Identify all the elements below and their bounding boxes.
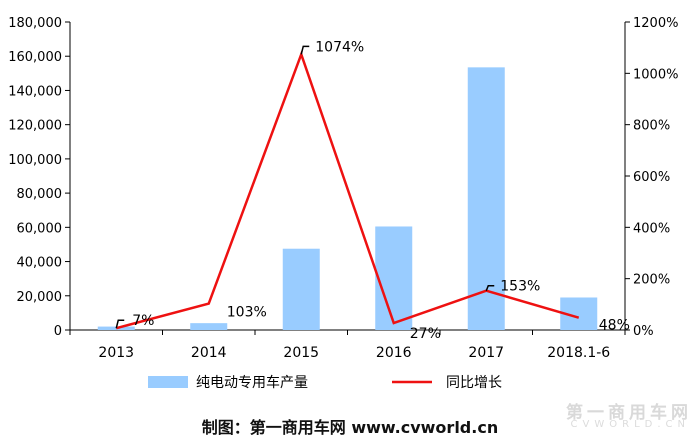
growth-line [115, 50, 580, 330]
category-label: 2015 [283, 345, 319, 361]
right-tick-label: 1200% [633, 16, 678, 31]
data-label: 27% [410, 326, 441, 342]
left-tick-label: 80,000 [17, 187, 63, 202]
data-label: 7% [132, 313, 154, 329]
data-label: 103% [227, 305, 267, 321]
bar [467, 67, 505, 330]
left-tick-label: 60,000 [17, 221, 63, 236]
data-label: 1074% [315, 39, 364, 55]
data-label: 48% [599, 318, 630, 334]
bar [282, 248, 320, 330]
left-tick-label: 100,000 [8, 153, 62, 168]
legend-bar-swatch [148, 376, 188, 388]
watermark-logo: 第一商用车网 [566, 403, 692, 423]
left-tick-label: 20,000 [17, 290, 63, 305]
data-label-callout [300, 45, 310, 55]
left-tick-label: 120,000 [8, 119, 62, 134]
left-tick-label: 0 [54, 324, 62, 339]
right-tick-label: 200% [633, 273, 670, 288]
category-label: 2017 [468, 345, 504, 361]
data-label-callout [485, 284, 495, 292]
left-tick-label: 40,000 [17, 256, 63, 271]
legend-line-label: 同比增长 [446, 375, 502, 391]
bar [375, 226, 413, 330]
right-tick-label: 600% [633, 170, 670, 185]
bar [97, 326, 135, 330]
data-label: 153% [500, 279, 540, 295]
right-tick-label: 0% [633, 324, 654, 339]
source-caption: 制图：第一商用车网 www.cvworld.cn [201, 418, 499, 437]
watermark-url: CVWORLD.CN [570, 419, 690, 430]
legend-bar-label: 纯电动专用车产量 [196, 374, 308, 391]
left-tick-label: 160,000 [8, 50, 62, 65]
category-label: 2018.1-6 [547, 345, 610, 361]
bar [190, 323, 228, 330]
left-tick-label: 140,000 [8, 84, 62, 99]
right-tick-label: 800% [633, 119, 670, 134]
category-label: 2016 [376, 345, 412, 361]
left-tick-label: 180,000 [8, 16, 62, 31]
category-label: 2014 [191, 345, 227, 361]
category-label: 2013 [98, 345, 134, 361]
right-tick-label: 400% [633, 221, 670, 236]
data-label-callout [115, 319, 125, 329]
right-tick-label: 1000% [633, 67, 678, 82]
